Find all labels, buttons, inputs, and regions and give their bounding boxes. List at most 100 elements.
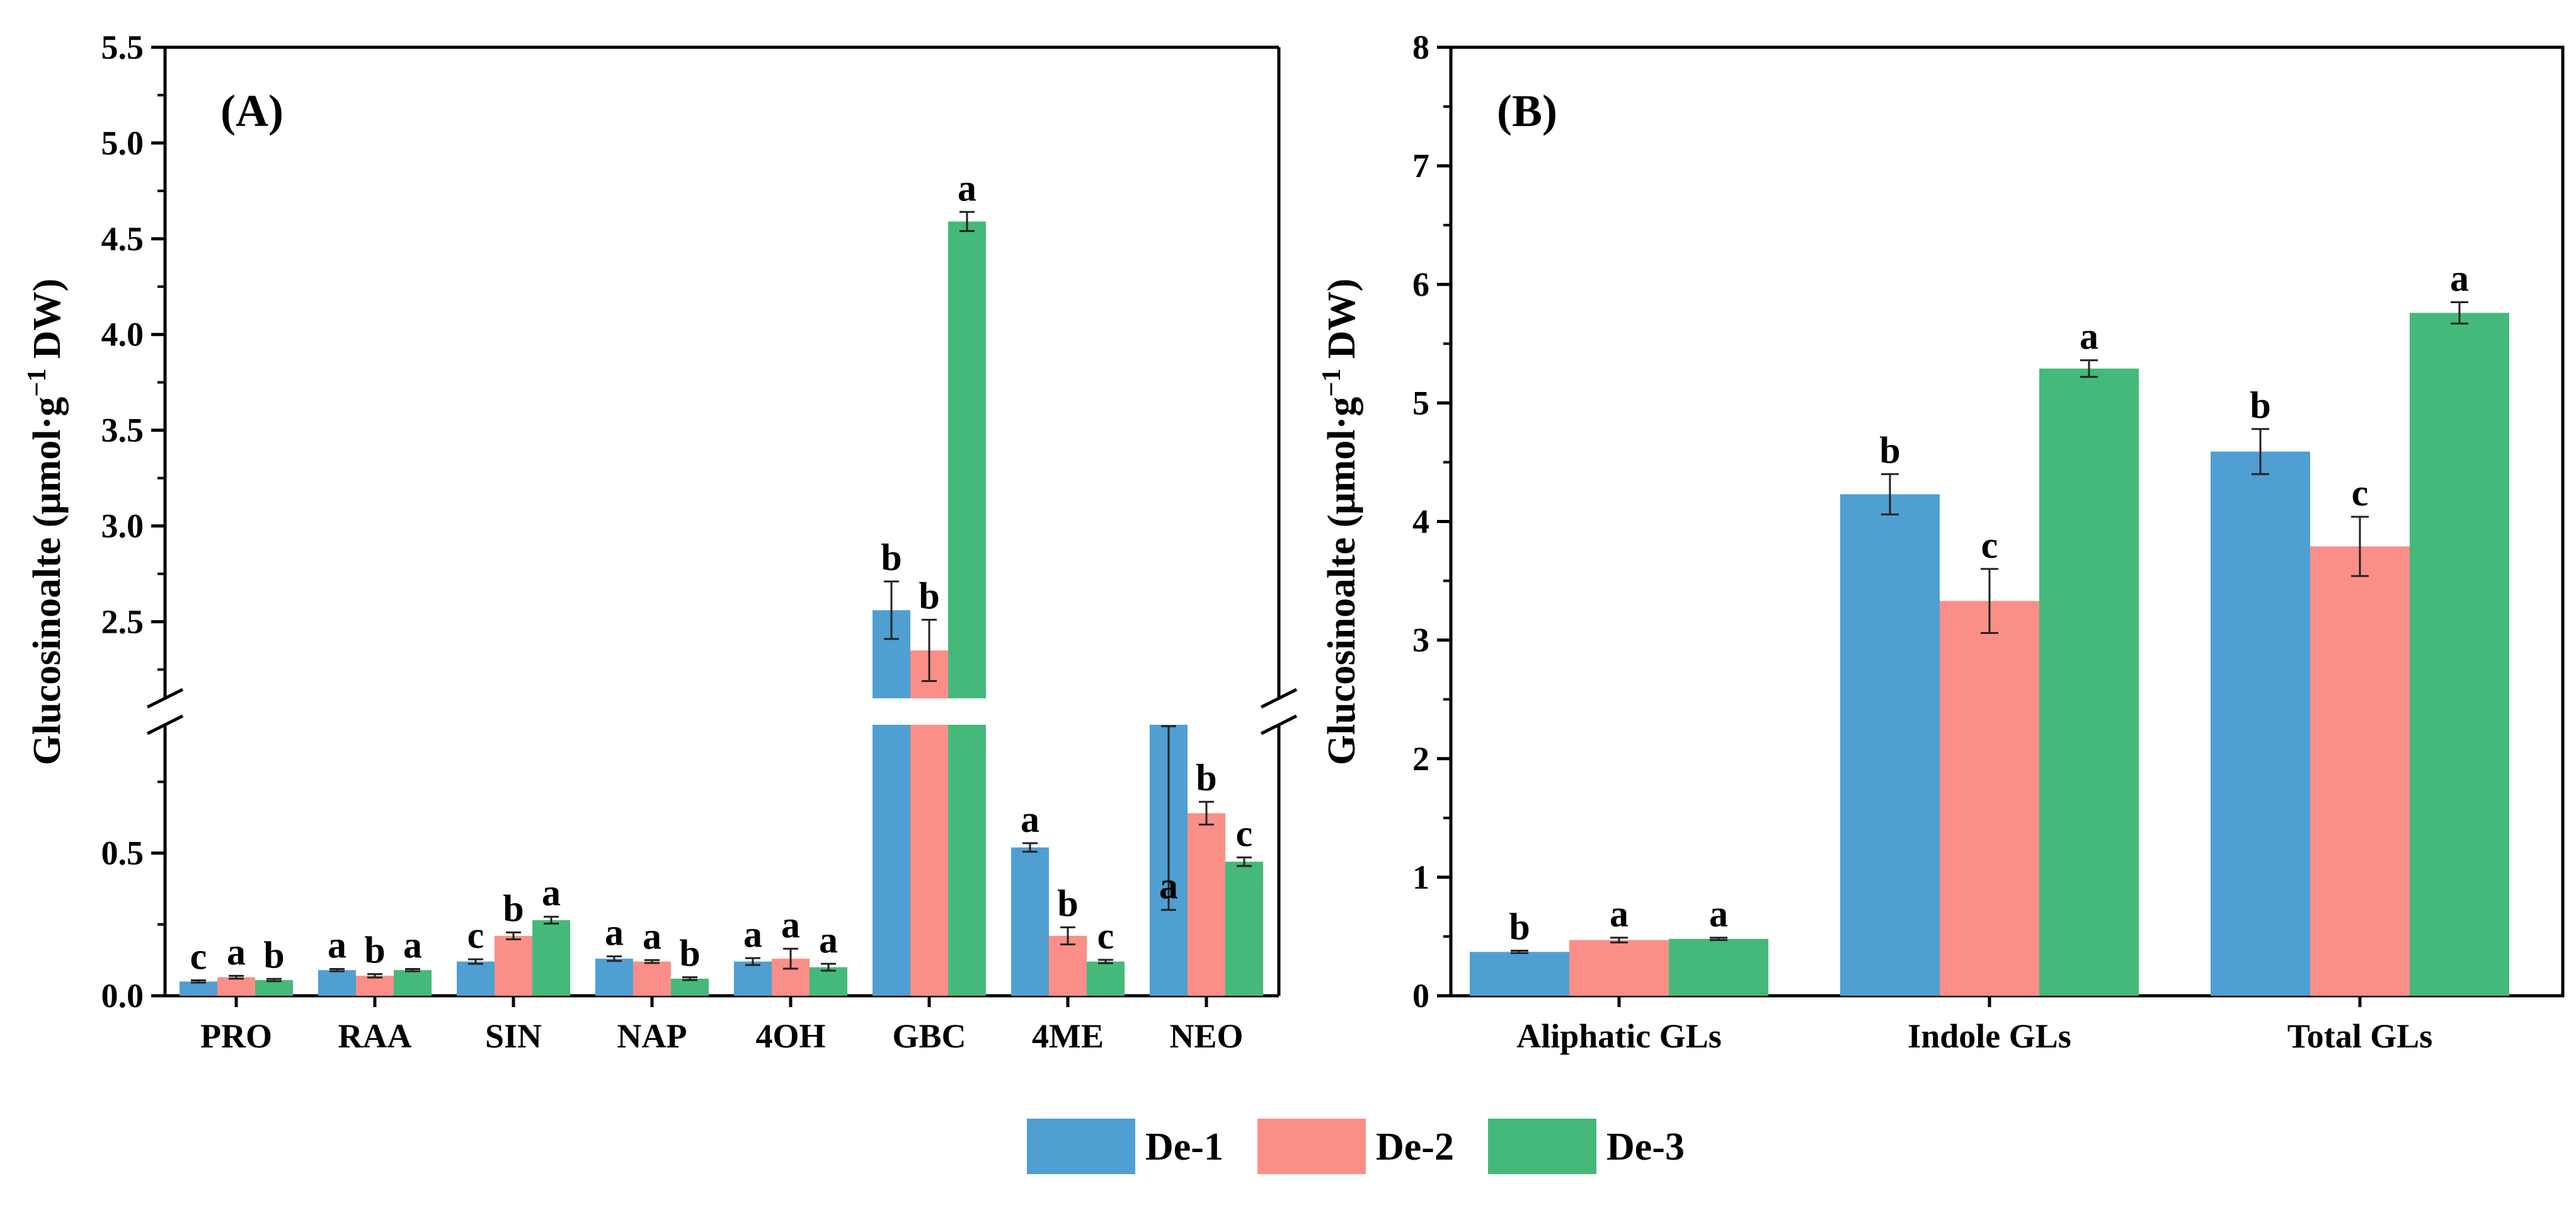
bar	[1940, 601, 2039, 996]
bar	[1225, 862, 1263, 996]
y-tick-label: 4.0	[101, 316, 144, 354]
bar	[2039, 368, 2139, 996]
y-tick-label: 0.0	[101, 977, 144, 1015]
bar	[633, 961, 671, 996]
significance-letter: b	[1196, 757, 1216, 799]
y-tick-label: 5.0	[101, 124, 144, 162]
y-axis-title-sup: −1	[1317, 369, 1346, 397]
x-tick-label: Indole GLs	[1908, 1017, 2071, 1055]
y-tick-label: 1	[1412, 858, 1429, 896]
y-tick-label: 2	[1412, 740, 1429, 778]
bar	[318, 970, 356, 996]
axis-break-mark-right	[1260, 688, 1298, 709]
bar	[1669, 938, 1768, 996]
bar	[1049, 935, 1087, 996]
y-axis-title-tail: DW)	[26, 279, 69, 369]
significance-letter: a	[227, 931, 246, 972]
significance-letter: b	[503, 888, 524, 930]
significance-letter: b	[263, 934, 284, 976]
y-axis-title-main: Glucosinoalte (μmol·g	[1320, 397, 1363, 766]
x-tick-label: NAP	[617, 1017, 687, 1055]
significance-letter: b	[2250, 384, 2270, 426]
bar	[217, 977, 255, 996]
axis-break-mark-left	[146, 688, 184, 709]
bar	[2310, 546, 2410, 996]
significance-letter: a	[643, 915, 661, 957]
y-tick-label: 6	[1412, 265, 1429, 303]
bar	[394, 970, 432, 996]
significance-letter: a	[743, 913, 762, 955]
x-tick-label: 4ME	[1032, 1017, 1104, 1055]
bar	[1087, 961, 1125, 996]
legend-label: De-1	[1145, 1126, 1223, 1168]
x-tick-label: RAA	[338, 1017, 412, 1055]
bar	[2410, 313, 2509, 996]
significance-letter: b	[679, 933, 700, 974]
bar	[948, 221, 986, 699]
bar	[255, 980, 293, 996]
y-tick-label: 4	[1412, 503, 1429, 541]
significance-letter: a	[403, 924, 422, 966]
significance-letter: a	[819, 919, 838, 960]
significance-letter: a	[2450, 257, 2469, 299]
significance-letter: a	[958, 167, 976, 209]
significance-letter: b	[881, 537, 902, 579]
panel-label-b: (B)	[1497, 86, 1557, 136]
bar	[873, 725, 910, 996]
y-tick-label: 3.0	[101, 507, 144, 545]
significance-letter: a	[1159, 865, 1178, 907]
bar	[910, 725, 948, 996]
significance-letter: a	[1610, 893, 1629, 935]
y-tick-label: 0.5	[101, 834, 144, 872]
y-tick-label: 4.5	[101, 220, 144, 258]
y-tick-label: 2.5	[101, 602, 144, 640]
x-tick-label: PRO	[200, 1017, 272, 1055]
bar	[671, 978, 709, 996]
x-tick-label: Aliphatic GLs	[1516, 1017, 1722, 1055]
y-tick-label: 0	[1412, 977, 1429, 1015]
y-tick-label: 3.5	[101, 412, 144, 449]
bar	[1188, 813, 1225, 996]
bar	[595, 959, 633, 996]
y-tick-label: 5	[1412, 384, 1429, 422]
legend-label: De-3	[1606, 1126, 1685, 1168]
bar	[495, 935, 532, 996]
y-axis-title: Glucosinoalte (μmol·g−1 DW)	[23, 279, 69, 765]
legend-swatch	[1027, 1119, 1135, 1174]
legend-swatch	[1488, 1119, 1596, 1174]
y-axis-title-main: Glucosinoalte (μmol·g	[26, 397, 69, 766]
significance-letter: b	[1879, 429, 1900, 471]
panel-b: 0 1 2 3 4 5 6 7 8 b a a Aliphatic GLs b c a Indole GLs b c…	[1317, 28, 2565, 1055]
panel-label-a: (A)	[220, 86, 283, 136]
significance-letter: a	[781, 904, 800, 945]
bar	[532, 920, 570, 996]
bar	[1011, 847, 1049, 996]
bar	[734, 961, 772, 996]
axis-break-mark-right	[1260, 714, 1298, 735]
x-tick-label: Total GLs	[2287, 1017, 2433, 1055]
significance-letter: c	[1981, 524, 1998, 566]
significance-letter: c	[467, 914, 484, 956]
x-tick-label: GBC	[892, 1017, 966, 1055]
significance-letter: a	[1021, 799, 1039, 840]
significance-letter: c	[190, 936, 207, 977]
significance-letter: b	[1509, 906, 1530, 948]
axis-break-mark-left	[146, 714, 184, 735]
bar	[948, 725, 986, 996]
significance-letter: c	[2352, 472, 2369, 514]
y-tick-label: 7	[1412, 147, 1429, 185]
legend-swatch	[1257, 1119, 1366, 1174]
y-tick-label: 3	[1412, 621, 1429, 659]
bar	[1569, 940, 1669, 996]
significance-letter: b	[919, 575, 939, 616]
significance-letter: a	[328, 924, 346, 966]
significance-letter: c	[1236, 812, 1253, 854]
bar	[1840, 494, 1940, 996]
significance-letter: b	[1057, 882, 1078, 924]
x-tick-label: NEO	[1169, 1017, 1243, 1055]
bar	[180, 981, 217, 996]
bar	[356, 976, 394, 996]
significance-letter: a	[2080, 316, 2098, 357]
